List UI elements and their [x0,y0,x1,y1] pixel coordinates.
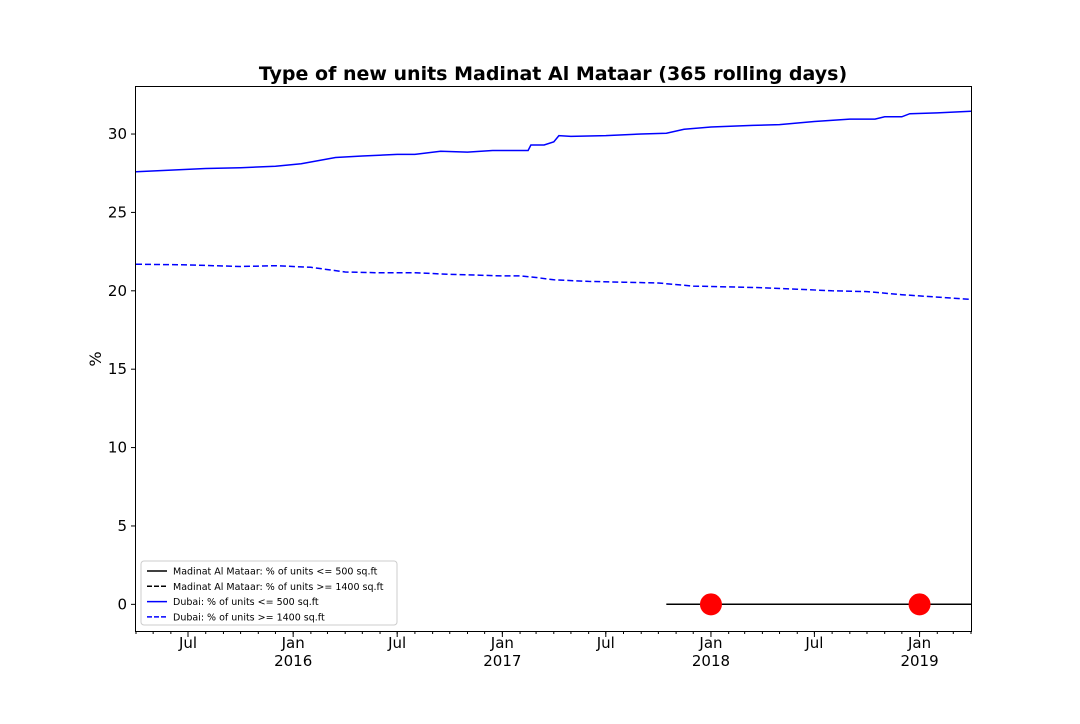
legend-box [140,560,398,626]
series-layer [135,110,972,606]
series-line-2 [135,110,972,173]
legend-label-0: Madinat Al Mataar: % of units <= 500 sq.… [173,567,378,578]
y-tick-label: 20 [108,282,127,300]
x-tick-label: Jan [281,634,305,652]
legend-label-2: Dubai: % of units <= 500 sq.ft [173,597,319,608]
y-tick-label: 5 [117,517,127,535]
y-tick-label: 10 [108,439,127,457]
plot-frame [135,86,972,632]
legend-label-3: Dubai: % of units >= 1400 sq.ft [173,612,325,623]
legend: Madinat Al Mataar: % of units <= 500 sq.… [140,560,398,626]
marker-layer [699,593,931,616]
x-tick-label: Jan [907,634,931,652]
x-tick-year-label: 2019 [900,652,938,670]
x-tick-year-label: 2016 [274,652,312,670]
y-axis-label: % [86,351,105,366]
x-tick-label: Jul [804,634,823,652]
series-line-3 [135,263,972,301]
y-tick-label: 25 [108,203,127,221]
y-tick-label: 0 [117,595,127,613]
y-tick-label: 15 [108,360,127,378]
x-tick-label: Jan [698,634,722,652]
x-tick-year-label: 2018 [692,652,730,670]
x-tick-label: Jul [178,634,197,652]
x-tick-label: Jan [490,634,514,652]
legend-label-1: Madinat Al Mataar: % of units >= 1400 sq… [173,582,384,593]
x-tick-label: Jul [596,634,615,652]
chart-title: Type of new units Madinat Al Mataar (365… [259,63,847,85]
marker-point-1 [908,593,931,616]
x-tick-label: Jul [387,634,406,652]
marker-point-0 [699,593,722,616]
x-tick-year-label: 2017 [483,652,521,670]
y-tick-label: 30 [108,125,127,143]
